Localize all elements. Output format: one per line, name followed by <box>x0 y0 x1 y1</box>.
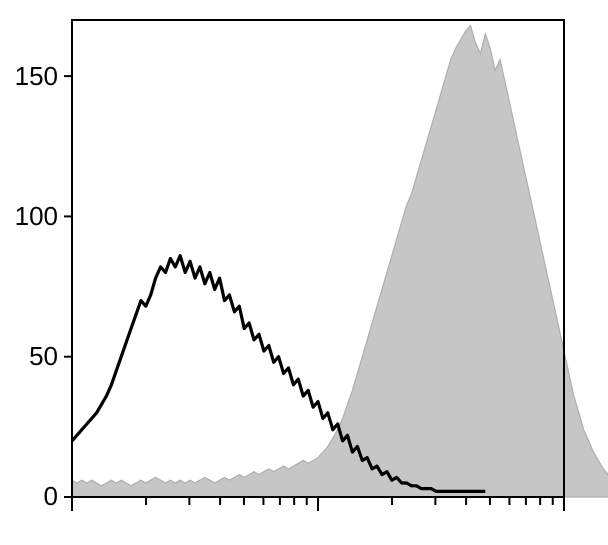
chart-svg <box>0 0 608 545</box>
y-tick-label-50: 50 <box>0 341 58 372</box>
y-tick-label-150: 150 <box>0 61 58 92</box>
flow-cytometry-histogram: 0 50 100 150 <box>0 0 608 545</box>
y-tick-label-100: 100 <box>0 201 58 232</box>
y-tick-label-0: 0 <box>0 481 58 512</box>
